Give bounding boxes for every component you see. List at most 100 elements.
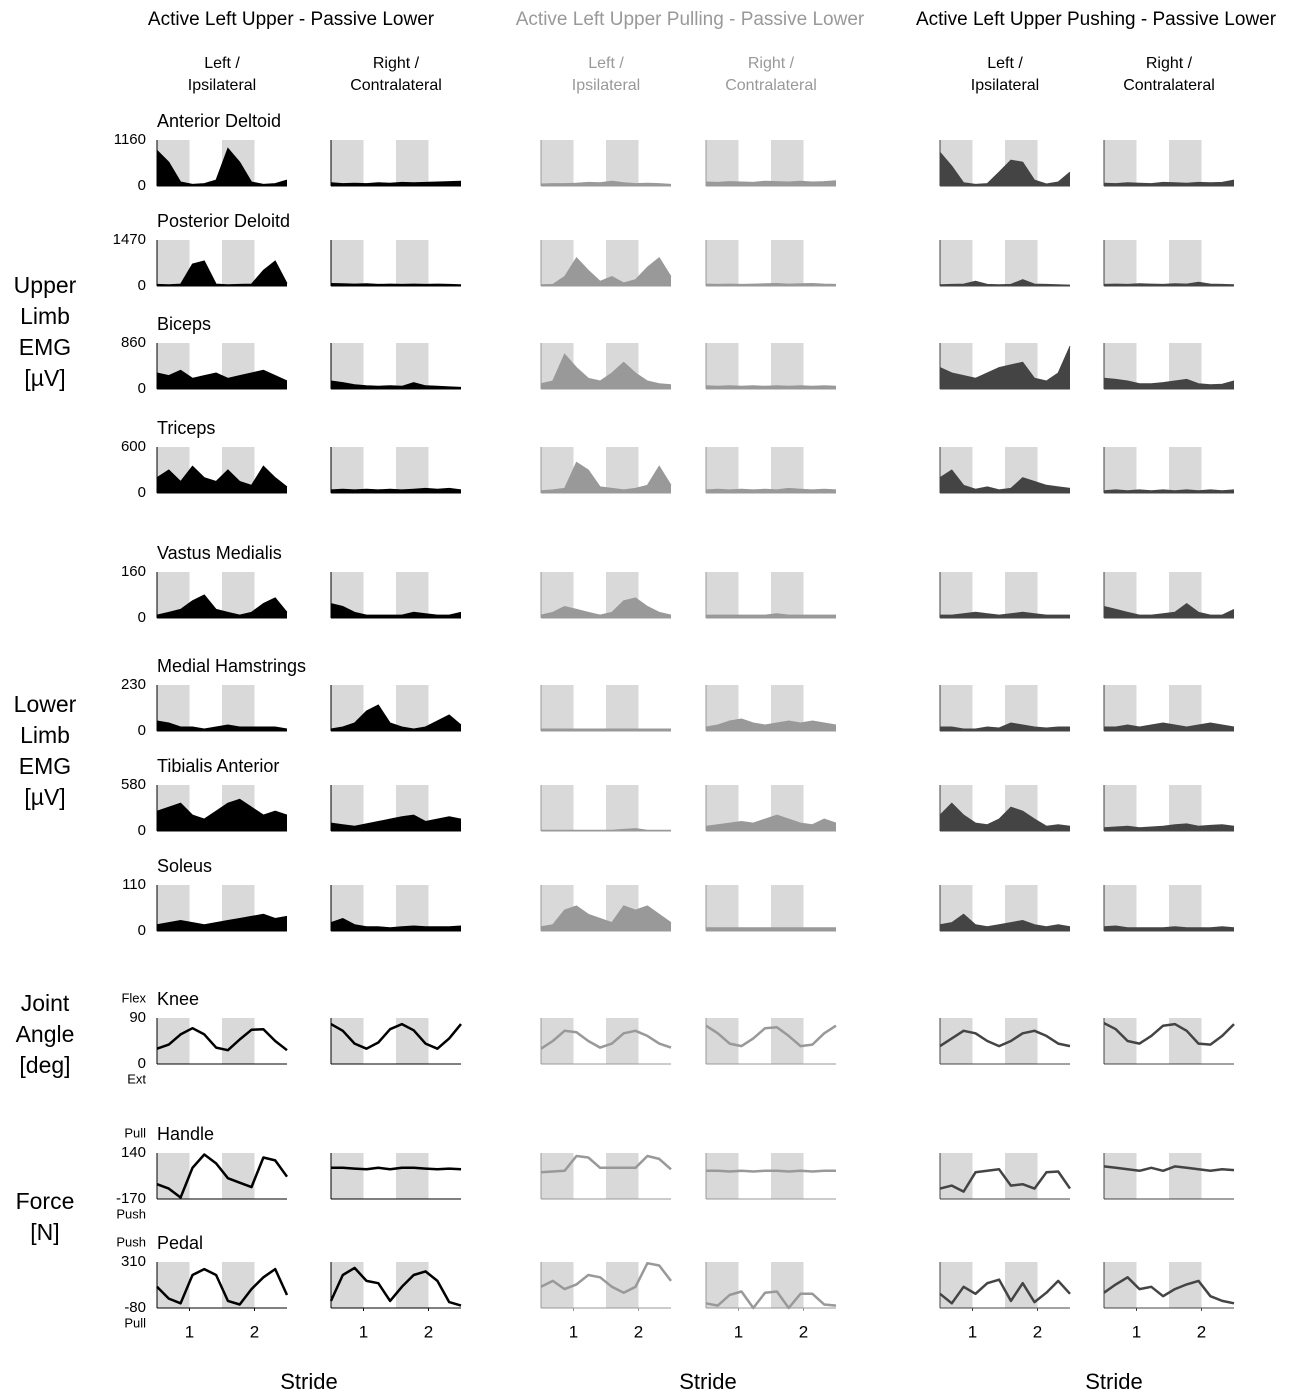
stance-band: [1169, 140, 1202, 186]
stance-band: [771, 240, 804, 286]
column-header: Contralateral: [725, 77, 817, 94]
stance-band: [771, 1262, 804, 1308]
stance-band: [396, 343, 429, 389]
stance-band: [541, 785, 574, 831]
x-axis-label: Stride: [679, 1369, 736, 1394]
area-fill: [541, 257, 671, 286]
stance-band: [541, 1153, 574, 1199]
stance-band: [1104, 140, 1137, 186]
emg-trace: [705, 718, 837, 728]
signal-line: [329, 1266, 462, 1307]
y-tick-label: 160: [121, 563, 146, 580]
emg-trace: [156, 720, 288, 730]
y-tick-label: 860: [121, 334, 146, 351]
stance-band: [771, 343, 804, 389]
stance-band: [606, 1018, 639, 1064]
y-tick-label: -170: [116, 1190, 146, 1207]
column-header: Ipsilateral: [188, 77, 256, 94]
emg-trace: [156, 465, 288, 488]
x-axis-label: Stride: [1085, 1369, 1142, 1394]
group-label: [µV]: [24, 365, 65, 391]
y-tick-label: 0: [138, 277, 146, 294]
emg-trace: [330, 487, 462, 491]
x-tick-label: 1: [734, 1322, 743, 1341]
stance-band: [771, 1153, 804, 1199]
stance-band: [606, 447, 639, 493]
stance-band: [706, 343, 739, 389]
stance-band: [1169, 1153, 1202, 1199]
y-tick-label: 90: [129, 1009, 146, 1026]
emg-trace: [541, 828, 671, 831]
signal-line: [540, 1261, 672, 1294]
area-fill: [706, 613, 836, 618]
signal-line: [156, 1153, 289, 1199]
signal-line: [705, 1290, 837, 1310]
row-name: Vastus Medialis: [157, 543, 282, 563]
area-fill: [157, 148, 287, 186]
x-tick-label: 2: [1033, 1322, 1042, 1341]
condition-title: Active Left Upper Pulling - Passive Lowe…: [516, 9, 865, 30]
emg-trace: [156, 594, 288, 616]
y-tick-label: 0: [138, 609, 146, 626]
stance-band: [331, 1153, 364, 1199]
stance-band: [1104, 785, 1137, 831]
stance-band: [1104, 885, 1137, 931]
x-tick-label: 1: [1132, 1322, 1141, 1341]
stance-band: [1104, 240, 1137, 286]
stance-band: [1104, 1153, 1137, 1199]
y-tick-label: 110: [122, 876, 146, 893]
column-header: Left /: [204, 55, 240, 72]
stance-band: [396, 447, 429, 493]
group-label: Joint: [21, 990, 70, 1016]
x-tick-label: 2: [634, 1322, 643, 1341]
area-fill: [541, 181, 671, 186]
signal-line: [1103, 1165, 1235, 1173]
column-header: Ipsilateral: [971, 77, 1039, 94]
emg-trace: [1103, 377, 1235, 386]
stance-band: [606, 785, 639, 831]
column-header: Left /: [588, 55, 624, 72]
stance-band: [396, 140, 429, 186]
axis-note: Flex: [121, 990, 146, 1005]
emg-trace: [540, 256, 672, 286]
emg-trace: [1103, 823, 1235, 829]
stance-band: [940, 1018, 973, 1064]
x-tick-label: 2: [424, 1322, 433, 1341]
emg-trace: [156, 260, 288, 286]
signal-line: [939, 1029, 1071, 1048]
stance-band: [940, 240, 973, 286]
emg-trace: [705, 180, 837, 183]
signal-line: [540, 1154, 672, 1174]
area-fill: [940, 470, 1070, 493]
emg-trace: [939, 345, 1071, 382]
stance-band: [396, 885, 429, 931]
area-fill: [157, 595, 287, 618]
emg-trace: [1103, 925, 1235, 929]
y-tick-label: 1160: [114, 131, 146, 148]
signal-line: [706, 1169, 836, 1173]
area-fill: [541, 597, 671, 618]
stance-band: [706, 1153, 739, 1199]
emg-trace: [540, 353, 672, 386]
row-name: Anterior Deltoid: [157, 111, 281, 131]
emg-trace: [705, 814, 837, 827]
axis-note: Pull: [124, 1315, 146, 1330]
column-header: Left /: [987, 55, 1023, 72]
stance-band: [706, 140, 739, 186]
signal-line: [939, 1278, 1071, 1305]
stance-band: [396, 572, 429, 618]
area-fill: [940, 346, 1070, 389]
signal-line: [156, 1026, 288, 1052]
signal-line: [1103, 1021, 1235, 1046]
y-tick-label: 580: [121, 776, 146, 793]
stance-band: [396, 1262, 429, 1308]
emg-trace: [330, 380, 462, 388]
area-fill: [706, 719, 836, 731]
group-label: Limb: [20, 722, 70, 748]
x-tick-label: 2: [799, 1322, 808, 1341]
x-axis-label: Stride: [280, 1369, 337, 1394]
stance-band: [706, 447, 739, 493]
row-name: Pedal: [157, 1233, 203, 1253]
stance-band: [1169, 785, 1202, 831]
area-fill: [157, 466, 287, 493]
